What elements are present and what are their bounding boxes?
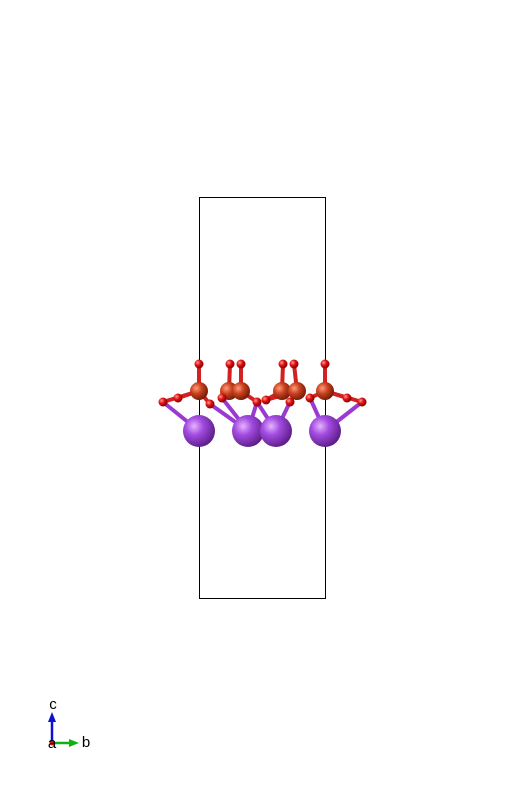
a-axis [49,740,55,746]
c-label: c [49,696,57,713]
k-atoms [183,415,341,447]
b-label: b [82,734,90,751]
o-atoms [158,359,367,409]
b-arrow [69,739,79,747]
a-label: a [48,735,57,752]
axis-indicator: c a b [48,696,90,752]
c-arrow [48,712,56,722]
